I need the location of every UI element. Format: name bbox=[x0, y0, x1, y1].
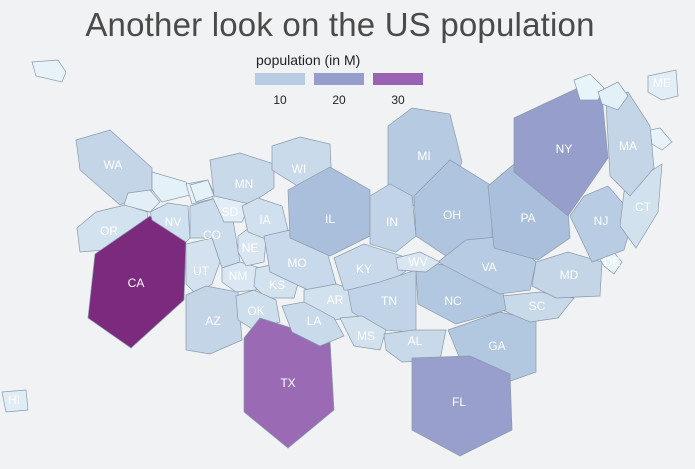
state-wv bbox=[395, 251, 441, 273]
state-la bbox=[281, 301, 345, 347]
state-tx bbox=[243, 317, 335, 449]
map-title: Another look on the US population bbox=[85, 6, 595, 43]
state-label-la: LA bbox=[307, 314, 322, 328]
state-label-ut: UT bbox=[193, 264, 210, 278]
state-label-mn: MN bbox=[235, 177, 254, 191]
state-ma bbox=[605, 91, 655, 197]
state-ak bbox=[31, 59, 67, 83]
state-mt bbox=[151, 171, 191, 203]
state-label-ky: KY bbox=[356, 262, 372, 276]
state-label-tn: TN bbox=[381, 294, 397, 308]
state-ri bbox=[649, 127, 673, 151]
state-me bbox=[647, 69, 679, 101]
state-md bbox=[531, 251, 603, 299]
state-label-mi: MI bbox=[417, 149, 430, 163]
state-ca bbox=[87, 215, 187, 349]
state-label-fl: FL bbox=[452, 395, 466, 409]
state-fl bbox=[411, 355, 513, 457]
state-label-or: OR bbox=[100, 224, 118, 238]
state-label-il: IL bbox=[325, 212, 335, 226]
legend-swatch-1 bbox=[255, 73, 305, 85]
legend-tick-2: 20 bbox=[332, 93, 346, 107]
state-label-sc: SC bbox=[529, 299, 546, 313]
state-label-hi: HI bbox=[8, 393, 20, 407]
state-nm bbox=[221, 261, 261, 293]
state-ia bbox=[241, 197, 289, 241]
state-label-ok: OK bbox=[247, 304, 264, 318]
state-ms bbox=[339, 315, 387, 351]
state-label-ks: KS bbox=[269, 278, 285, 292]
state-label-pa: PA bbox=[520, 211, 535, 225]
legend-swatch-3 bbox=[373, 73, 423, 85]
state-label-oh: OH bbox=[443, 208, 461, 222]
state-label-de: DE bbox=[604, 255, 621, 269]
state-id bbox=[123, 189, 161, 213]
state-label-ga: GA bbox=[488, 339, 505, 353]
state-label-ny: NY bbox=[556, 142, 573, 156]
state-label-me: ME bbox=[653, 76, 671, 90]
legend-swatch-2 bbox=[314, 73, 364, 85]
state-label-nc: NC bbox=[444, 294, 462, 308]
state-label-tx: TX bbox=[280, 376, 295, 390]
state-label-wi: WI bbox=[292, 162, 307, 176]
legend-tick-1: 10 bbox=[273, 93, 287, 107]
state-ok bbox=[235, 289, 281, 331]
state-label-wa: WA bbox=[104, 158, 123, 172]
state-label-ma: MA bbox=[619, 139, 637, 153]
state-label-ct: CT bbox=[635, 200, 652, 214]
state-label-in: IN bbox=[386, 215, 398, 229]
legend-tick-3: 30 bbox=[391, 93, 405, 107]
state-label-md: MD bbox=[560, 268, 579, 282]
legend-title: population (in M) bbox=[256, 52, 361, 68]
state-nh bbox=[597, 81, 629, 111]
state-label-ms: MS bbox=[357, 329, 375, 343]
state-label-ia: IA bbox=[259, 213, 270, 227]
state-label-wv: WV bbox=[408, 255, 427, 269]
state-label-ne: NE bbox=[242, 241, 259, 255]
state-label-ca: CA bbox=[128, 276, 145, 290]
state-az bbox=[185, 285, 243, 355]
state-label-nj: NJ bbox=[594, 214, 609, 228]
state-label-va: VA bbox=[481, 260, 496, 274]
state-label-nv: NV bbox=[165, 215, 182, 229]
state-label-az: AZ bbox=[205, 314, 220, 328]
state-label-ar: AR bbox=[327, 293, 344, 307]
state-label-al: AL bbox=[408, 334, 423, 348]
state-mn bbox=[209, 152, 275, 205]
state-label-mo: MO bbox=[287, 256, 306, 270]
state-hi bbox=[1, 389, 29, 413]
state-label-co: CO bbox=[203, 228, 221, 242]
state-label-nm: NM bbox=[229, 269, 248, 283]
state-label-sd: SD bbox=[222, 205, 239, 219]
